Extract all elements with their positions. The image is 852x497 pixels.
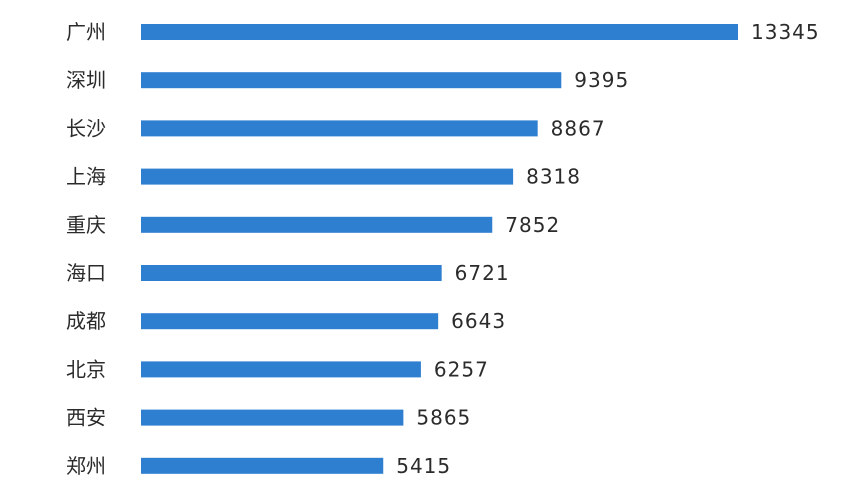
bar xyxy=(141,313,439,330)
value-label: 8867 xyxy=(551,116,606,140)
bar xyxy=(141,457,384,474)
value-label: 9395 xyxy=(574,68,629,92)
category-label: 海口 xyxy=(66,261,106,285)
value-label: 6257 xyxy=(434,357,489,381)
value-label: 6721 xyxy=(455,261,510,285)
bars xyxy=(141,24,738,474)
bar xyxy=(141,265,442,281)
value-label: 8318 xyxy=(526,165,581,189)
category-label: 长沙 xyxy=(66,116,106,140)
category-label: 西安 xyxy=(66,406,106,430)
category-label: 深圳 xyxy=(66,68,106,92)
value-label: 13345 xyxy=(751,20,820,44)
category-label: 广州 xyxy=(66,20,106,44)
value-label: 5865 xyxy=(416,406,471,430)
value-label: 7852 xyxy=(505,213,560,237)
category-label: 上海 xyxy=(66,165,106,189)
category-label: 成都 xyxy=(66,309,106,333)
category-label: 重庆 xyxy=(66,213,106,237)
bar xyxy=(141,216,493,233)
bar xyxy=(141,120,538,137)
bar xyxy=(141,409,404,426)
bar xyxy=(141,72,562,89)
bar xyxy=(141,24,738,40)
value-label: 5415 xyxy=(396,454,451,478)
category-label: 北京 xyxy=(66,357,106,381)
value-label: 6643 xyxy=(451,309,506,333)
value-labels: 13345 9395 8867 8318 7852 6721 6643 6257 5865 541… xyxy=(396,20,820,478)
category-label: 郑州 xyxy=(66,454,106,478)
bar xyxy=(141,361,421,378)
bar xyxy=(141,168,514,185)
